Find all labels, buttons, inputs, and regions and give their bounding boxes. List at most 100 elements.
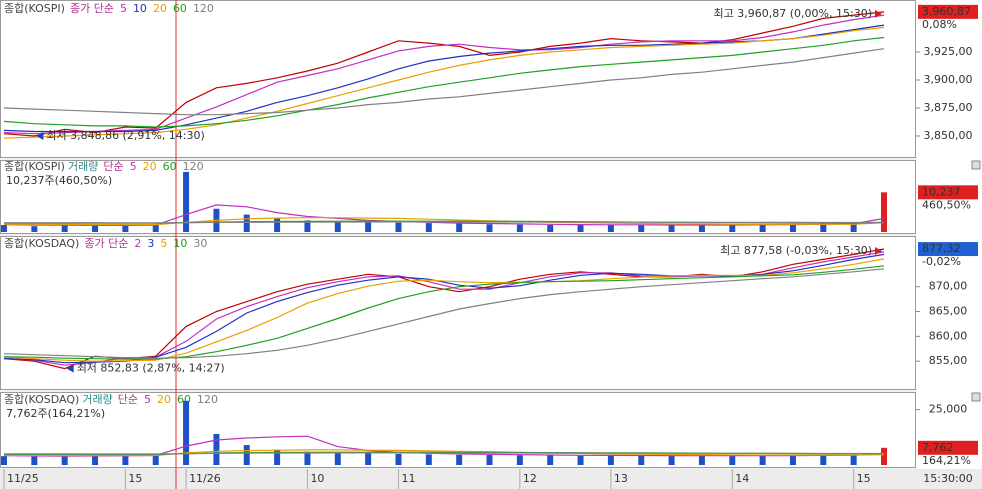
volume-bar xyxy=(304,220,311,232)
volume-bar xyxy=(1,456,7,465)
volume-bar xyxy=(850,222,857,232)
y-tick-label: 865,00 xyxy=(929,305,968,318)
last-value: 7,762 xyxy=(922,441,954,454)
volume-bar xyxy=(729,224,736,232)
last-value-box xyxy=(918,4,978,19)
legend-item: 10 xyxy=(133,2,147,15)
panel-title: 종합(KOSDAQ) xyxy=(4,393,79,406)
panel-header: 종합(KOSDAQ) 종가 단순 2 3 5 10 30 xyxy=(4,237,207,250)
high-arrow xyxy=(875,9,882,18)
volume-bar xyxy=(607,224,614,232)
volume-bar xyxy=(304,451,311,465)
last-change: 164,21% xyxy=(922,454,971,467)
volume-bar xyxy=(789,455,796,465)
series-line xyxy=(3,449,885,457)
series-line xyxy=(3,265,885,360)
last-change: 460,50% xyxy=(922,198,971,211)
volume-bar xyxy=(425,454,432,465)
last-change: 0,08% xyxy=(922,18,957,31)
last-change: -0,02% xyxy=(922,255,961,268)
volume-bar xyxy=(668,225,675,232)
panel-subtitle: 거래량 xyxy=(68,160,98,173)
volume-bar xyxy=(425,223,432,232)
last-value-box xyxy=(918,185,978,200)
x-tick-label: 13 xyxy=(614,472,628,485)
volume-bar xyxy=(486,224,493,232)
close-button[interactable] xyxy=(971,392,981,402)
legend-title: 단순 xyxy=(103,160,123,173)
legend-item: 5 xyxy=(130,160,137,173)
y-tick-label: 855,00 xyxy=(929,354,968,367)
y-tick-label: 3,900,00 xyxy=(924,73,973,86)
y-tick-label: 3,875,00 xyxy=(924,101,973,114)
last-value: 3,960,87 xyxy=(922,5,971,18)
volume-bar xyxy=(31,456,38,465)
legend-item: 20 xyxy=(157,393,171,406)
series-line xyxy=(3,24,885,133)
panel-header: 종합(KOSPI) 거래량 단순 5 20 60 120 xyxy=(4,160,204,173)
volume-bar xyxy=(92,455,99,465)
y-tick-label: 860,00 xyxy=(929,329,968,342)
series-line xyxy=(3,258,885,362)
volume-bar xyxy=(61,225,68,232)
legend-item: 30 xyxy=(193,237,207,250)
volume-bar xyxy=(547,455,554,465)
panel-frame xyxy=(0,236,916,390)
volume-bar xyxy=(516,455,523,465)
volume-bar xyxy=(607,455,614,465)
legend-item: 5 xyxy=(144,393,151,406)
legend-item: 3 xyxy=(147,237,154,250)
volume-bar xyxy=(486,455,493,465)
volume-bar xyxy=(820,223,827,232)
volume-bar xyxy=(243,214,250,232)
close-button[interactable] xyxy=(971,160,981,170)
legend-item: 5 xyxy=(120,2,127,15)
legend-item: 20 xyxy=(153,2,167,15)
volume-bar xyxy=(274,218,281,232)
legend-item: 60 xyxy=(173,2,187,15)
legend-item: 60 xyxy=(163,160,177,173)
volume-bar xyxy=(547,225,554,232)
high-arrow xyxy=(875,247,882,256)
last-value: 10,237 xyxy=(922,185,961,198)
volume-bar xyxy=(759,224,766,232)
series-line xyxy=(3,268,885,359)
volume-bar xyxy=(213,433,220,465)
volume-bar xyxy=(638,455,645,465)
legend-title: 종가 단순 xyxy=(84,237,128,250)
volume-bar xyxy=(850,454,857,465)
panel-subtitle: 거래량 xyxy=(82,393,112,406)
volume-bar xyxy=(61,455,68,465)
volume-bar xyxy=(759,455,766,465)
volume-bar xyxy=(183,171,190,232)
series-line xyxy=(4,452,884,455)
volume-bar xyxy=(1,225,7,232)
volume-bar xyxy=(577,455,584,465)
legend-item: 120 xyxy=(193,2,214,15)
volume-bar xyxy=(395,222,402,232)
panel-title: 종합(KOSPI) xyxy=(4,2,65,15)
volume-bar xyxy=(31,226,38,232)
volume-bar xyxy=(516,224,523,232)
low-arrow xyxy=(36,131,44,140)
panel-frame xyxy=(0,0,916,158)
y-tick-label: 3,850,00 xyxy=(924,129,973,142)
y-tick-label: 870,00 xyxy=(929,280,968,293)
volume-bar xyxy=(274,449,281,465)
panel-title: 종합(KOSDAQ) xyxy=(4,237,79,250)
series-line xyxy=(4,217,885,226)
panel-title: 종합(KOSPI) xyxy=(4,160,65,173)
series-line xyxy=(3,48,885,116)
volume-bar xyxy=(698,225,705,232)
volume-bar xyxy=(668,455,675,465)
x-tick-label: 10 xyxy=(310,472,324,485)
legend-item: 120 xyxy=(197,393,218,406)
legend-item: 20 xyxy=(143,160,157,173)
series-line xyxy=(3,14,885,135)
legend-item: 5 xyxy=(160,237,167,250)
panel-header: 종합(KOSDAQ) 거래량 단순 5 20 60 120 xyxy=(4,393,218,406)
series-line xyxy=(3,204,885,226)
volume-bar xyxy=(881,447,887,465)
volume-bar xyxy=(729,455,736,465)
volume-bar xyxy=(698,455,705,465)
